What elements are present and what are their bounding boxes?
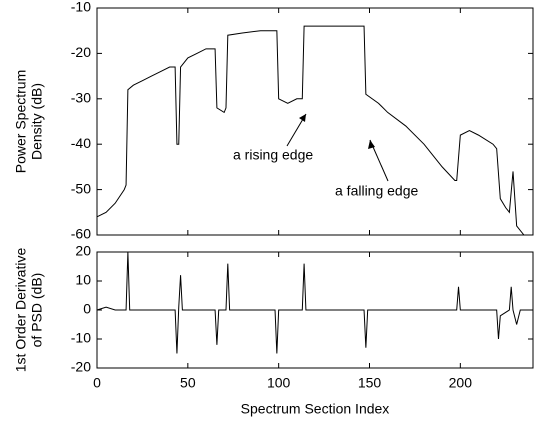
y-axis-label: Power Spectrum [13,70,29,173]
plot-frame [96,7,534,236]
x-tick-label: 50 [180,375,196,391]
x-tick-label: 100 [267,375,291,391]
y-tick-label: -30 [71,90,91,106]
y-axis-label: of PSD (dB) [29,273,45,348]
x-axis-label: Spectrum Section Index [241,401,390,417]
y-tick-label: -50 [71,180,91,196]
y-tick-label: -10 [71,330,91,346]
y-tick-label: 20 [75,243,91,259]
arrow-head [368,140,375,149]
y-tick-label: -60 [71,226,91,242]
arrow-head [299,114,306,122]
y-tick-label: -20 [71,44,91,60]
y-tick-label: -20 [71,359,91,375]
annotation: a rising edge [233,147,313,163]
y-tick-label: 10 [75,272,91,288]
data-line [96,25,533,236]
y-tick-label: 0 [83,301,91,317]
x-tick-label: 0 [93,375,101,391]
y-axis-label: Density (dB) [29,83,45,160]
data-line [96,251,533,354]
y-tick-label: -10 [71,0,91,15]
x-tick-label: 150 [358,375,382,391]
y-axis-label: 1st Order Derivative [13,248,29,373]
annotation: a falling edge [335,183,419,199]
y-tick-label: -40 [71,135,91,151]
x-tick-label: 200 [449,375,473,391]
